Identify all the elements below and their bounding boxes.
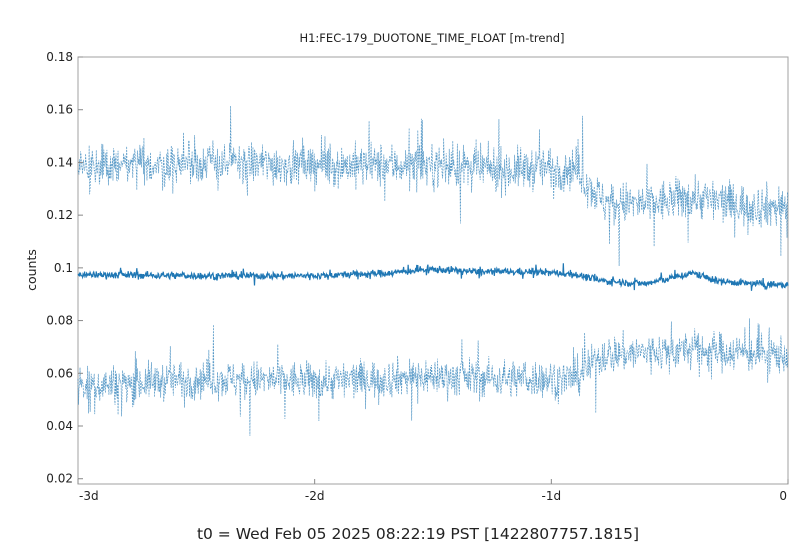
y-axis: 0.02 0.04 0.06 0.08 0.1 0.12 0.14 0.16 0.18 [46,50,83,486]
x-tick-label: -2d [305,489,325,503]
y-tick-label: 0.16 [46,103,73,117]
x-tick-label: -3d [79,489,99,503]
x-axis: -3d -2d -1d 0 [77,479,789,503]
series-layer [77,105,789,436]
y-tick-label: 0.06 [46,366,73,380]
y-tick-label: 0.18 [46,50,73,64]
series-max-line [77,105,789,267]
x-tick-label: -1d [542,489,562,503]
y-tick-label: 0.04 [46,419,73,433]
y-tick-label: 0.12 [46,208,73,222]
y-tick-label: 0.08 [46,314,73,328]
chart-title: H1:FEC-179_DUOTONE_TIME_FLOAT [m-trend] [299,31,564,45]
y-tick-label: 0.1 [54,261,73,275]
series-min-line [77,318,789,436]
plot-frame [77,56,789,485]
x-tick-label: 0 [779,489,787,503]
y-axis-label: counts [24,249,39,291]
t0-footer: t0 = Wed Feb 05 2025 08:22:19 PST [14228… [197,525,639,543]
y-tick-label: 0.02 [46,472,73,486]
y-tick-label: 0.14 [46,155,73,169]
series-mean-line [77,263,789,291]
